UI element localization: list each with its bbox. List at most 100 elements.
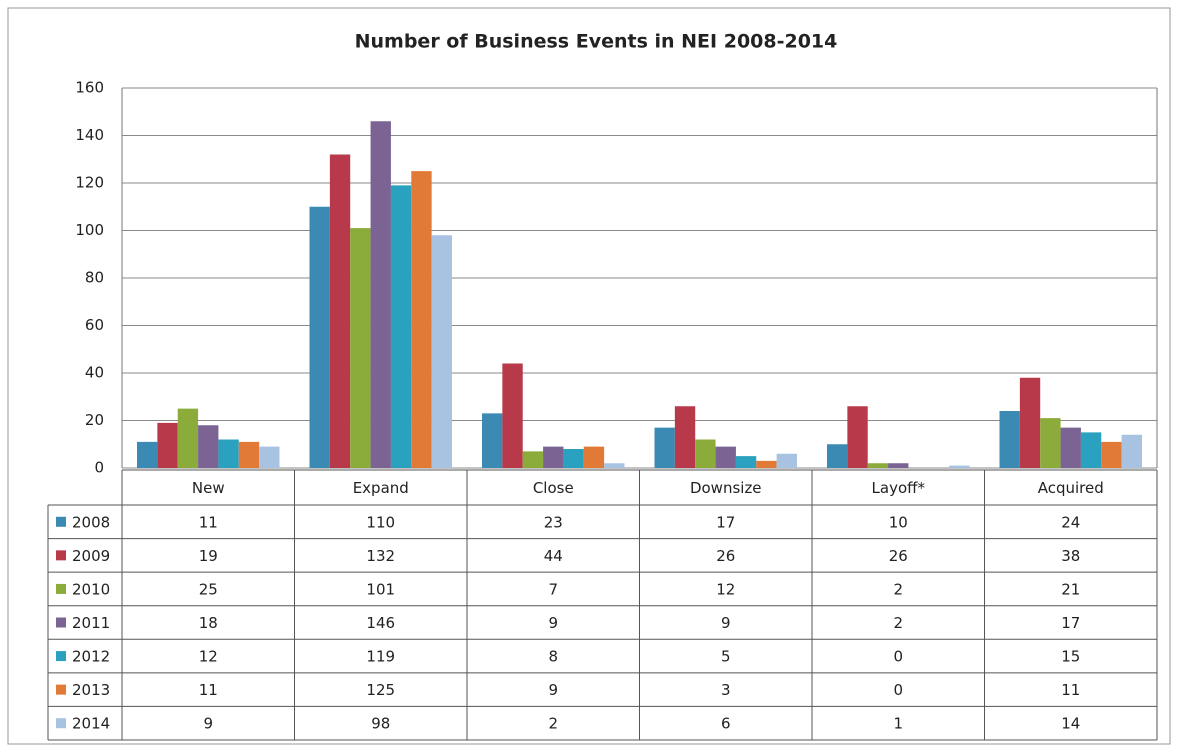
bar <box>776 453 797 468</box>
category-label: Close <box>533 479 574 497</box>
table-cell: 2 <box>893 580 903 598</box>
y-tick-label: 120 <box>75 174 104 192</box>
y-tick-label: 80 <box>85 269 104 287</box>
table-cell: 125 <box>366 681 395 699</box>
y-tick-label: 20 <box>85 411 104 429</box>
table-cell: 119 <box>366 648 395 666</box>
table-cell: 98 <box>371 715 390 733</box>
bar <box>735 456 757 468</box>
bar <box>827 444 848 468</box>
bar <box>1080 432 1102 468</box>
bar <box>583 446 605 468</box>
legend-swatch <box>56 684 66 695</box>
table-cell: 7 <box>548 580 558 598</box>
bar <box>350 228 371 468</box>
table-cell: 18 <box>199 614 218 632</box>
bar <box>238 441 260 468</box>
bar <box>1101 441 1122 468</box>
category-label: Layoff* <box>872 479 926 497</box>
bar <box>177 408 199 468</box>
bar <box>674 406 696 468</box>
bar <box>1060 427 1081 468</box>
y-tick-label: 160 <box>75 79 104 97</box>
legend-label: 2008 <box>72 513 110 531</box>
bar <box>1019 377 1041 468</box>
table-cell: 2 <box>893 614 903 632</box>
table-cell: 14 <box>1061 715 1080 733</box>
bar <box>1121 434 1142 468</box>
table-cell: 15 <box>1061 648 1080 666</box>
table-cell: 21 <box>1061 580 1080 598</box>
table-cell: 9 <box>548 614 558 632</box>
legend-swatch <box>56 583 66 594</box>
y-tick-label: 100 <box>75 221 104 239</box>
table-cell: 132 <box>366 547 395 565</box>
table-cell: 9 <box>548 681 558 699</box>
bar <box>390 185 412 468</box>
table-cell: 24 <box>1061 513 1080 531</box>
bar <box>329 154 351 468</box>
bar <box>543 446 564 468</box>
table-cell: 6 <box>721 715 731 733</box>
table-cell: 1 <box>893 715 903 733</box>
bar <box>1040 418 1061 468</box>
table-cell: 19 <box>199 547 218 565</box>
table-cell: 11 <box>199 681 218 699</box>
table-cell: 10 <box>889 513 908 531</box>
table-cell: 17 <box>716 513 735 531</box>
bar <box>157 422 178 468</box>
table-cell: 12 <box>199 648 218 666</box>
bar <box>431 235 452 468</box>
bar <box>411 171 432 468</box>
bar <box>695 439 716 468</box>
bar <box>604 463 625 468</box>
bar <box>259 446 280 468</box>
chart-title: Number of Business Events in NEI 2008-20… <box>355 31 838 53</box>
y-tick-label: 140 <box>75 126 104 144</box>
bar <box>370 121 391 468</box>
y-tick-label: 0 <box>94 459 104 477</box>
bar <box>137 441 158 468</box>
y-tick-label: 40 <box>85 364 104 382</box>
bar <box>888 463 909 468</box>
bar <box>522 451 544 468</box>
table-cell: 38 <box>1061 547 1080 565</box>
table-cell: 26 <box>716 547 735 565</box>
legend-label: 2013 <box>72 681 110 699</box>
legend-label: 2010 <box>72 580 110 598</box>
bar <box>218 439 239 468</box>
table-cell: 44 <box>544 547 563 565</box>
category-label: Acquired <box>1038 479 1104 497</box>
table-cell: 9 <box>721 614 731 632</box>
table-cell: 0 <box>893 681 903 699</box>
table-cell: 101 <box>366 580 395 598</box>
table-cell: 11 <box>1061 681 1080 699</box>
table-cell: 3 <box>721 681 731 699</box>
table-cell: 11 <box>199 513 218 531</box>
legend-swatch <box>56 550 66 561</box>
bar <box>482 413 503 468</box>
bar <box>309 206 330 468</box>
table-cell: 25 <box>199 580 218 598</box>
legend-label: 2011 <box>72 614 110 632</box>
table-cell: 5 <box>721 648 731 666</box>
legend-label: 2012 <box>72 648 110 666</box>
table-cell: 12 <box>716 580 735 598</box>
category-label: New <box>192 479 225 497</box>
bar <box>715 446 736 468</box>
table-cell: 0 <box>893 648 903 666</box>
table-cell: 2 <box>548 715 558 733</box>
bar <box>949 465 970 468</box>
bar <box>756 460 777 468</box>
bar <box>654 427 675 468</box>
bar <box>198 425 219 468</box>
legend-label: 2014 <box>72 715 110 733</box>
table-cell: 23 <box>544 513 563 531</box>
table-cell: 146 <box>366 614 395 632</box>
bar <box>563 449 584 468</box>
table-cell: 17 <box>1061 614 1080 632</box>
y-tick-label: 60 <box>85 316 104 334</box>
bar <box>867 463 889 468</box>
